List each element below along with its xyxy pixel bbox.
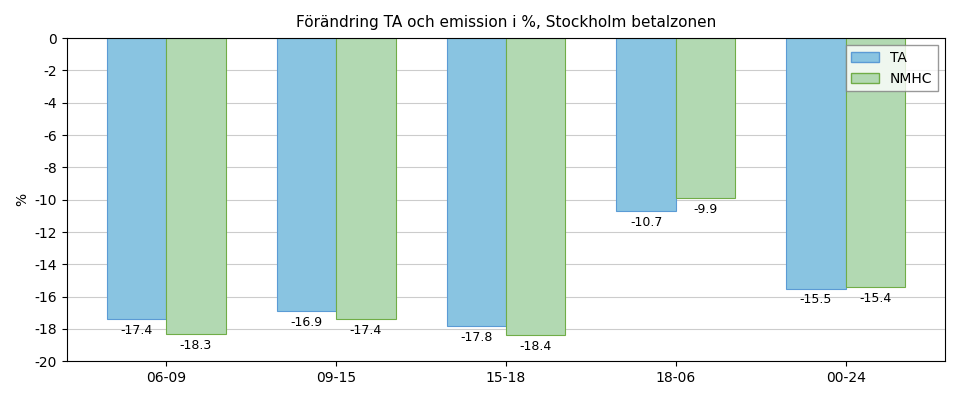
Bar bbox=[786, 38, 846, 288]
Bar bbox=[276, 38, 336, 311]
Bar bbox=[506, 38, 565, 336]
Legend: TA, NMHC: TA, NMHC bbox=[846, 45, 938, 91]
Bar bbox=[446, 38, 506, 326]
Text: -18.4: -18.4 bbox=[519, 340, 552, 353]
Text: -15.5: -15.5 bbox=[800, 294, 832, 306]
Y-axis label: %: % bbox=[15, 193, 29, 206]
Bar bbox=[676, 38, 735, 198]
Text: -17.4: -17.4 bbox=[349, 324, 382, 337]
Bar bbox=[846, 38, 905, 287]
Text: -10.7: -10.7 bbox=[630, 216, 662, 229]
Title: Förändring TA och emission i %, Stockholm betalzonen: Förändring TA och emission i %, Stockhol… bbox=[296, 15, 716, 30]
Text: -16.9: -16.9 bbox=[290, 316, 323, 329]
Text: -15.4: -15.4 bbox=[859, 292, 892, 305]
Bar bbox=[336, 38, 396, 319]
Text: -17.4: -17.4 bbox=[120, 324, 153, 337]
Bar bbox=[107, 38, 166, 319]
Bar bbox=[166, 38, 226, 334]
Text: -17.8: -17.8 bbox=[460, 330, 492, 344]
Text: -18.3: -18.3 bbox=[180, 339, 212, 352]
Bar bbox=[616, 38, 676, 211]
Text: -9.9: -9.9 bbox=[693, 203, 718, 216]
